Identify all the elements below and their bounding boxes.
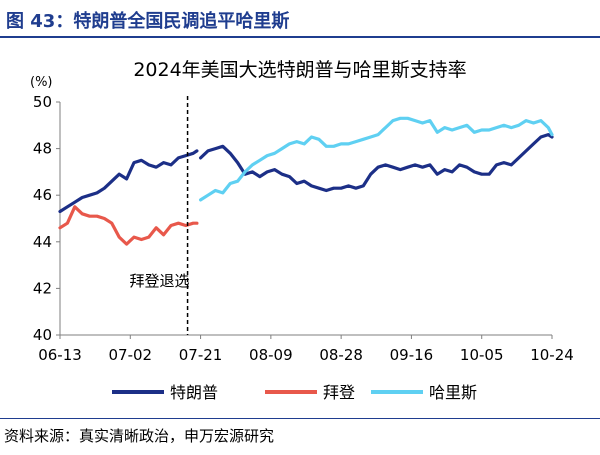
- y-tick-label: 48: [33, 140, 52, 158]
- footer-divider: [0, 418, 600, 419]
- plot-area: 拜登退选: [58, 96, 554, 335]
- series-line: [58, 149, 199, 214]
- legend-label: 哈里斯: [429, 383, 477, 402]
- axes: 40 42 44 46 48 50 06-13 07-02 07-21 08-09 08-28 09-…: [33, 93, 574, 364]
- y-tick-label: 46: [33, 186, 52, 204]
- legend-label: 拜登: [323, 383, 355, 402]
- x-tick-label: 08-09: [249, 346, 293, 364]
- figure-header: 图 43：特朗普全国民调追平哈里斯: [0, 0, 600, 40]
- legend-label: 特朗普: [170, 383, 218, 402]
- x-tick-label: 09-16: [390, 346, 434, 364]
- y-tick-label: 44: [33, 233, 52, 251]
- source-note: 资料来源：真实清晰政治，申万宏源研究: [4, 427, 275, 445]
- y-axis-unit: (%): [30, 75, 53, 90]
- x-tick-label: 10-24: [530, 346, 574, 364]
- y-tick-label: 40: [33, 326, 52, 344]
- chart-container: 2024年美国大选特朗普与哈里斯支持率 (%) 40 42 44 46 48 50 06-1…: [0, 40, 600, 420]
- figure-title: 图 43：特朗普全国民调追平哈里斯: [6, 11, 290, 32]
- x-tick-label: 08-28: [319, 346, 363, 364]
- event-annotation-label: 拜登退选: [130, 272, 190, 290]
- x-tick-label: 10-05: [460, 346, 504, 364]
- series-line: [58, 205, 199, 246]
- series-line: [199, 132, 554, 193]
- y-tick-label: 50: [33, 93, 52, 111]
- chart-title: 2024年美国大选特朗普与哈里斯支持率: [133, 59, 466, 81]
- x-tick-label: 06-13: [38, 346, 82, 364]
- legend: 特朗普 拜登 哈里斯: [112, 383, 477, 402]
- x-tick-label: 07-21: [179, 346, 223, 364]
- y-tick-label: 42: [33, 279, 52, 297]
- series-line: [199, 116, 554, 202]
- line-chart: 2024年美国大选特朗普与哈里斯支持率 (%) 40 42 44 46 48 50 06-1…: [30, 59, 574, 402]
- x-tick-label: 07-02: [108, 346, 152, 364]
- header-divider: [0, 36, 600, 38]
